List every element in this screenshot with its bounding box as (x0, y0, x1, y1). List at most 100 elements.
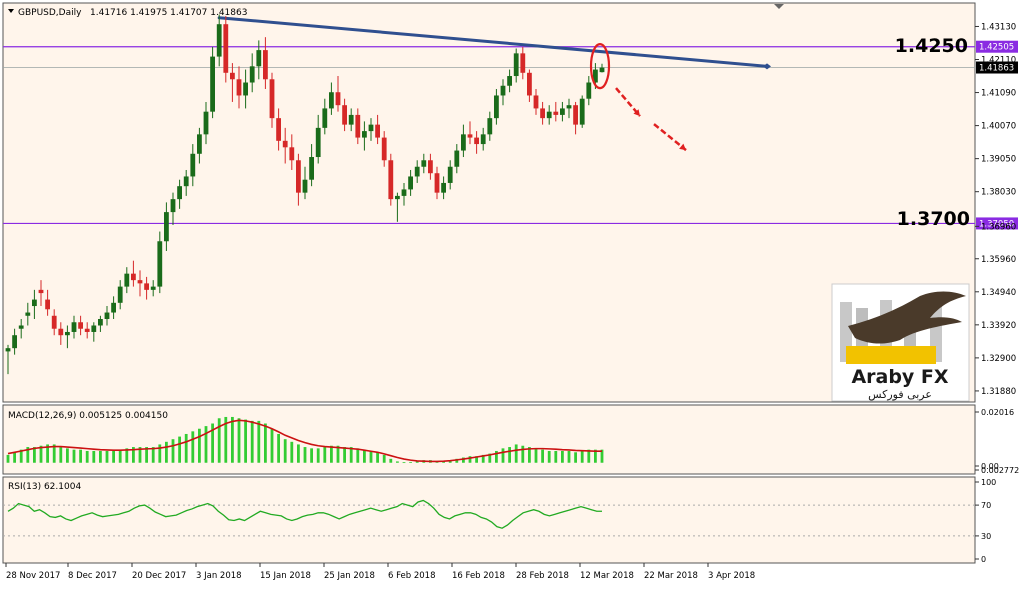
candle-body (84, 328, 90, 332)
macd-bar (112, 450, 115, 463)
x-tick-label: 28 Feb 2018 (516, 571, 569, 581)
macd-bar (277, 433, 280, 463)
trendline[interactable] (217, 16, 769, 68)
candle-body (513, 53, 519, 77)
candle-body (381, 137, 387, 161)
price-tick-label: 1.33920 (981, 321, 1016, 331)
candle-body (230, 72, 235, 80)
main-panel (2, 2, 976, 403)
macd-bar (409, 461, 412, 463)
candle-body (355, 114, 361, 138)
macd-bar (297, 444, 300, 463)
candle-body (395, 195, 400, 200)
symbol-menu-icon[interactable] (8, 9, 14, 13)
macd-bar (462, 457, 465, 463)
macd-bar (574, 452, 577, 463)
macd-bar (237, 418, 241, 463)
resistance-big-label: 1.4250 (895, 35, 968, 57)
candle-body (309, 157, 314, 180)
candle-body (164, 212, 169, 242)
candle-body (421, 160, 427, 167)
candle-body (599, 67, 605, 73)
macd-bar (303, 447, 307, 463)
macd-bar (316, 448, 320, 463)
macd-bar (217, 418, 221, 463)
candle-body (38, 289, 44, 294)
macd-bar (99, 450, 102, 463)
macd-bar (508, 447, 511, 463)
macd-bar (514, 444, 518, 463)
candle-body (111, 302, 116, 313)
x-tick-label: 25 Jan 2018 (324, 571, 375, 581)
candle-body (216, 24, 222, 57)
candle-body (480, 134, 486, 145)
candle-body (137, 280, 143, 284)
candle-body (18, 325, 24, 329)
candle-body (414, 166, 420, 177)
macd-bar (264, 423, 267, 463)
svg-text:عربى فوركس: عربى فوركس (868, 388, 932, 401)
candle-body (243, 82, 248, 96)
candle-body (461, 134, 466, 151)
macd-bar (481, 454, 485, 463)
candle-body (71, 322, 77, 332)
macd-bar (594, 449, 597, 463)
macd-bar (336, 445, 340, 463)
macd-tick-label: 0.00 (981, 462, 999, 471)
macd-bar (455, 458, 459, 463)
macd-bar (468, 456, 472, 463)
candle-body (494, 95, 499, 119)
candle-body (375, 124, 380, 138)
candle-body (454, 150, 460, 167)
macd-bar (369, 450, 373, 463)
macd-bar (178, 436, 181, 463)
rsi-line (7, 499, 602, 529)
trendline-anchor[interactable] (763, 63, 771, 70)
macd-bar (211, 423, 214, 463)
price-tick-label: 1.31880 (981, 387, 1016, 397)
macd-bar (19, 449, 23, 463)
down-arrow-head (679, 143, 686, 151)
x-tick-label: 28 Nov 2017 (6, 571, 60, 581)
macd-bar (92, 450, 96, 463)
macd-bar (495, 450, 498, 463)
macd-bar (158, 444, 162, 463)
araby-fx-logo: Araby FX عربى فوركس (831, 283, 970, 402)
candle-body (586, 82, 592, 99)
level-price-label: 1.42505 (979, 43, 1014, 53)
candle-body (65, 331, 70, 336)
price-tick-label: 1.36960 (981, 222, 1016, 232)
candle-body (25, 312, 31, 316)
shift-marker-icon[interactable] (774, 4, 784, 9)
current-price-label: 1.41863 (979, 64, 1014, 74)
macd-bar (66, 448, 69, 463)
candle-body (144, 283, 149, 290)
x-tick-label: 12 Mar 2018 (580, 571, 634, 581)
candle-body (269, 79, 275, 119)
macd-bar (376, 452, 379, 463)
candle-body (329, 92, 334, 109)
candle-body (500, 85, 506, 96)
price-tick-label: 1.32900 (981, 354, 1016, 364)
candle-body (434, 173, 440, 193)
macd-bar (257, 420, 261, 463)
macd-bar (145, 447, 148, 463)
macd-bar (125, 448, 129, 463)
macd-bar (6, 454, 10, 463)
candle-body (197, 134, 202, 154)
macd-bar (356, 448, 360, 463)
candle-body (335, 92, 341, 106)
macd-bar (310, 448, 313, 463)
macd-bar (204, 426, 208, 463)
macd-bar (290, 441, 294, 463)
macd-signal-line (7, 419, 602, 463)
price-tick-label: 1.42110 (981, 56, 1016, 66)
candle-body (5, 348, 11, 352)
candle-body (441, 182, 446, 193)
macd-bar (475, 456, 478, 463)
candle-body (467, 134, 473, 138)
macd-bar (165, 441, 168, 463)
macd-bar (528, 447, 531, 463)
ohlc-header: 1.41716 1.41975 1.41707 1.41863 (90, 8, 247, 18)
